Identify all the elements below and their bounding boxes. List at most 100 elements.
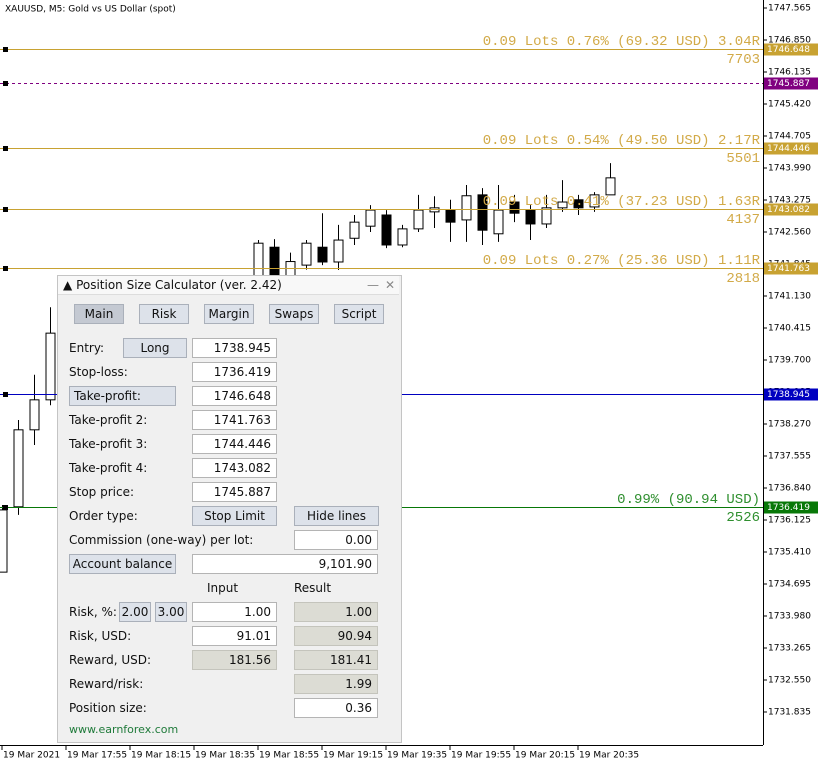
field-label: Position size: [69, 701, 147, 715]
candle-body [461, 195, 472, 221]
field-label: Stop price: [69, 485, 135, 499]
title-bar: ▲ Position Size Calculator (ver. 2.42) —… [58, 276, 399, 295]
minimize-button[interactable]: — [367, 278, 379, 292]
level-points: 5501 [726, 151, 760, 167]
time-label: 19 Mar 17:55 [67, 751, 127, 761]
take-profit-input[interactable]: 1746.648 [192, 386, 277, 406]
level-label: 0.09 Lots 0.41% (37.23 USD) 1.63R [483, 194, 761, 210]
price-tag-label: 1744.446 [767, 144, 810, 154]
field-label: Stop-loss: [69, 365, 128, 379]
field-label: Risk, %: [69, 605, 117, 619]
column-header: Result [294, 581, 332, 595]
direction-button[interactable]: Long [123, 338, 187, 358]
time-label: 19 Mar 19:55 [451, 751, 511, 761]
stop-price-input[interactable]: 1745.887 [192, 482, 277, 502]
candle-body [45, 332, 56, 401]
candle-body [605, 177, 616, 196]
price-tag [764, 43, 818, 56]
reward-usd-result: 181.41 [294, 650, 378, 670]
candle-body [29, 399, 40, 431]
level-marker [3, 146, 8, 151]
risk-usd-input[interactable]: 91.01 [192, 626, 277, 646]
take-profit-input[interactable]: 1744.446 [192, 434, 277, 454]
time-label: 19 Mar 18:35 [195, 751, 255, 761]
field-label: Reward, USD: [69, 653, 152, 667]
candle-body [509, 201, 520, 214]
commission-input[interactable]: 0.00 [294, 530, 378, 550]
price-tick-label: 1734.695 [768, 579, 811, 589]
reward-usd-input: 181.56 [192, 650, 277, 670]
time-label: 19 Mar 2021 [3, 751, 60, 761]
price-tick-label: 1736.125 [768, 515, 811, 525]
candle-body [413, 209, 424, 230]
level-marker [3, 81, 8, 86]
take-profit-input[interactable]: 1743.082 [192, 458, 277, 478]
time-label: 19 Mar 20:15 [515, 751, 575, 761]
tab[interactable]: Main [74, 304, 124, 324]
price-tag [764, 388, 818, 401]
level-label: 0.99% (90.94 USD) [617, 492, 760, 508]
hide-lines-button[interactable]: Hide lines [294, 506, 379, 526]
close-button[interactable]: ✕ [385, 278, 396, 292]
level-points: 2526 [726, 510, 760, 526]
price-tag-label: 1746.648 [767, 45, 810, 55]
time-label: 19 Mar 19:15 [323, 751, 383, 761]
risk-preset-button[interactable]: 3.00 [155, 602, 187, 622]
price-tick-label: 1744.705 [768, 132, 811, 142]
position-size-output[interactable]: 0.36 [294, 698, 378, 718]
price-tag [764, 203, 818, 216]
time-label: 19 Mar 19:35 [387, 751, 447, 761]
position-size-panel: ▲ Position Size Calculator (ver. 2.42) —… [57, 275, 402, 743]
price-tick-label: 1733.265 [768, 643, 811, 653]
candle-body [333, 239, 344, 263]
risk-percent-result: 1.00 [294, 602, 378, 622]
candle-body [397, 228, 408, 246]
risk-preset-button[interactable]: 2.00 [119, 602, 151, 622]
level-points: 7703 [726, 52, 760, 68]
price-tick-label: 1739.700 [768, 355, 811, 365]
entry-input[interactable]: 1738.945 [192, 338, 277, 358]
candle-body [0, 509, 8, 573]
account-balance-input[interactable]: 9,101.90 [192, 554, 378, 574]
order-type-button[interactable]: Stop Limit [192, 506, 277, 526]
tab[interactable]: Script [334, 304, 384, 324]
level-label: 0.09 Lots 0.54% (49.50 USD) 2.17R [483, 133, 761, 149]
price-tick-label: 1741.130 [768, 292, 811, 302]
tab[interactable]: Risk [139, 304, 189, 324]
field-label: Entry: [69, 341, 105, 355]
level-marker [3, 207, 8, 212]
price-tag-label: 1741.763 [767, 264, 810, 274]
candle-body [541, 207, 552, 225]
take-profit-input[interactable]: 1741.763 [192, 410, 277, 430]
candle-body [365, 209, 376, 227]
collapse-icon[interactable]: ▲ [63, 278, 73, 292]
level-label: 0.09 Lots 0.27% (25.36 USD) 1.11R [483, 253, 761, 269]
reward-risk-result: 1.99 [294, 674, 378, 694]
price-tag-label: 1743.082 [767, 205, 810, 215]
price-tick-label: 1737.555 [768, 451, 811, 461]
website-link[interactable]: www.earnforex.com [69, 723, 179, 736]
candle-body [477, 194, 488, 231]
price-tag [764, 77, 818, 90]
account-balance-button[interactable]: Account balance [69, 554, 176, 574]
candle-body [589, 194, 600, 208]
take-profit-button[interactable]: Take-profit: [69, 386, 176, 406]
candle-body [349, 221, 360, 239]
price-tick-label: 1746.850 [768, 36, 811, 46]
price-tag [764, 262, 818, 275]
time-label: 19 Mar 18:55 [259, 751, 319, 761]
field-label: Risk, USD: [69, 629, 132, 643]
field-label: Take-profit 2: [69, 413, 148, 427]
chart-title: XAUUSD, M5: Gold vs US Dollar (spot) [5, 5, 176, 15]
risk-percent-input[interactable]: 1.00 [192, 602, 277, 622]
candle-body [317, 246, 328, 263]
tab[interactable]: Swaps [269, 304, 319, 324]
price-tag-label: 1738.945 [767, 390, 810, 400]
price-tick-label: 1736.840 [768, 483, 811, 493]
level-points: 2818 [726, 271, 760, 287]
tab[interactable]: Margin [204, 304, 254, 324]
candle-body [525, 209, 536, 225]
stop-loss-input[interactable]: 1736.419 [192, 362, 277, 382]
level-marker [3, 266, 8, 271]
